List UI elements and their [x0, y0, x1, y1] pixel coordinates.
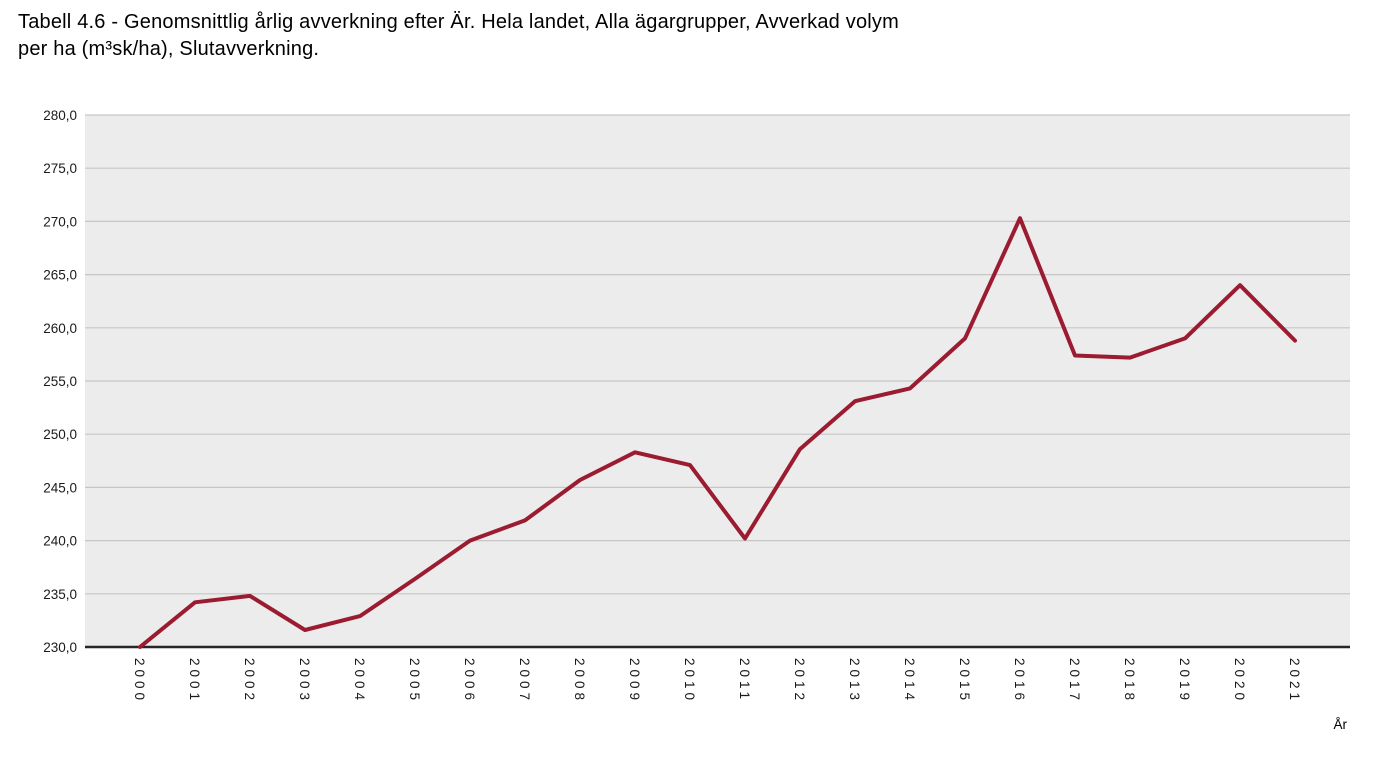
- x-tick-label: 2020: [1232, 658, 1247, 704]
- y-tick-label: 280,0: [43, 108, 77, 123]
- x-tick-label: 2000: [132, 658, 147, 704]
- x-tick-label: 2011: [737, 658, 752, 703]
- y-tick-label: 235,0: [43, 587, 77, 602]
- chart-title-line-2: per ha (m³sk/ha), Slutavverkning.: [18, 38, 320, 60]
- data-line-series: [138, 216, 1297, 649]
- y-tick-label: 275,0: [43, 161, 77, 176]
- x-tick-label: 2015: [957, 658, 972, 704]
- chart-title: Tabell 4.6 - Genomsnittlig årlig avverkn…: [18, 9, 899, 63]
- x-axis-title: År: [1334, 717, 1348, 732]
- x-tick-label: 2001: [187, 658, 202, 704]
- x-tick-label: 2019: [1177, 658, 1192, 704]
- x-tick-label: 2007: [517, 658, 532, 704]
- x-tick-label: 2003: [297, 658, 312, 704]
- x-tick-label: 2013: [847, 658, 862, 704]
- x-tick-label: 2018: [1122, 658, 1137, 704]
- x-tick-label: 2006: [462, 658, 477, 704]
- x-tick-label: 2010: [682, 658, 697, 704]
- y-tick-label: 265,0: [43, 268, 77, 283]
- x-tick-label: 2008: [572, 658, 587, 704]
- y-tick-label: 240,0: [43, 534, 77, 549]
- y-tick-label: 245,0: [43, 480, 77, 495]
- x-tick-label: 2002: [242, 658, 257, 704]
- x-tick-label: 2016: [1012, 658, 1027, 704]
- y-tick-label: 250,0: [43, 427, 77, 442]
- x-tick-label: 2014: [902, 658, 917, 704]
- x-tick-label: 2009: [627, 658, 642, 704]
- y-tick-label: 230,0: [43, 640, 77, 655]
- x-tick-label: 2005: [407, 658, 422, 704]
- x-tick-label: 2021: [1287, 658, 1302, 704]
- x-tick-label: 2004: [352, 658, 367, 704]
- x-tick-label: 2017: [1067, 658, 1082, 704]
- x-tick-label: 2012: [792, 658, 807, 704]
- chart-title-line-1: Tabell 4.6 - Genomsnittlig årlig avverkn…: [18, 11, 899, 33]
- y-tick-label: 255,0: [43, 374, 77, 389]
- y-tick-label: 260,0: [43, 321, 77, 336]
- y-tick-label: 270,0: [43, 214, 77, 229]
